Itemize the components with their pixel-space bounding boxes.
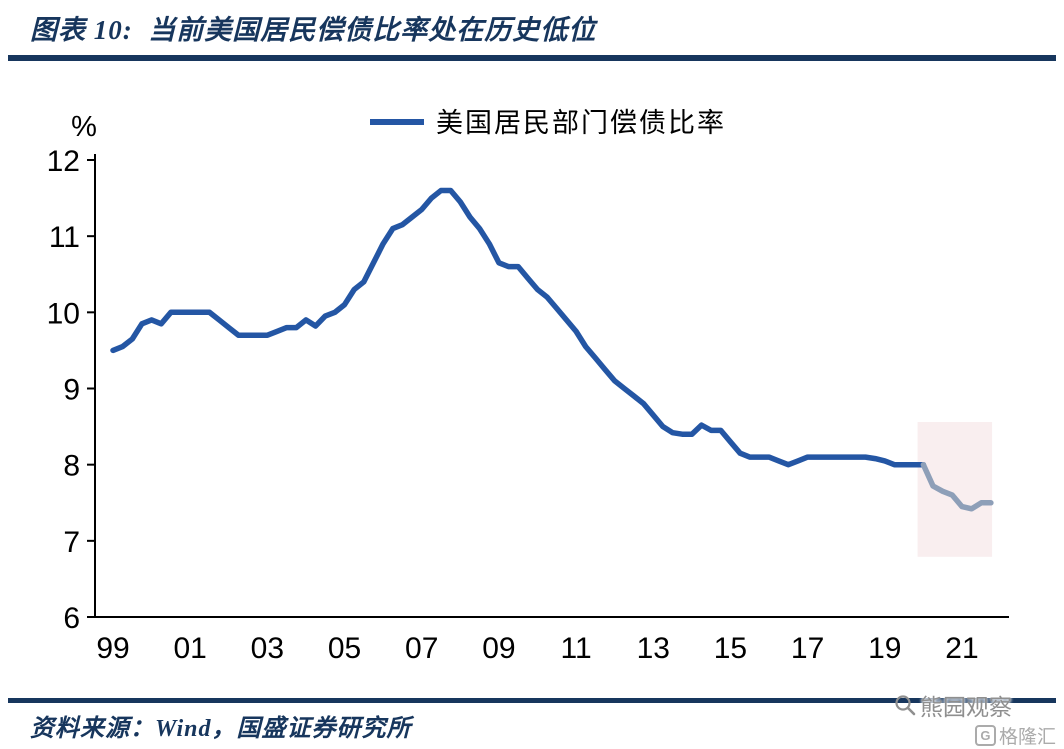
highlight-region xyxy=(917,422,993,557)
series-lines xyxy=(110,187,994,512)
legend-label: 美国居民部门偿债比率 xyxy=(436,108,726,138)
x-tick-label: 03 xyxy=(251,632,284,665)
y-tick-label: 10 xyxy=(47,297,80,330)
x-tick-label: 07 xyxy=(405,632,438,665)
line-chart: 6 7 8 9 10 11 12 99 01 03 05 07 09 11 13 15 17 19 21 % 美国… xyxy=(47,108,1009,665)
figure-title: 图表 10: 当前美国居民偿债比率处在历史低位 xyxy=(30,15,597,45)
axes xyxy=(94,154,1009,618)
x-tick-label: 17 xyxy=(791,632,824,665)
series-line-recent xyxy=(920,461,994,512)
watermark: 熊园观察 xyxy=(894,688,1012,722)
x-tick-label: 19 xyxy=(868,632,901,665)
x-tick-label: 11 xyxy=(561,632,592,665)
x-tick-label: 09 xyxy=(482,632,515,665)
x-tick-label: 13 xyxy=(637,632,670,665)
y-tick-label: 6 xyxy=(63,602,80,635)
y-axis-ticks: 6 7 8 9 10 11 12 xyxy=(47,145,95,635)
x-tick-label: 01 xyxy=(173,632,206,665)
watermark-text: 熊园观察 xyxy=(920,695,1012,720)
y-tick-label: 7 xyxy=(63,526,80,559)
x-tick-label: 15 xyxy=(714,632,747,665)
source-note: 资料来源：Wind，国盛证券研究所 xyxy=(30,716,412,742)
magnifier-icon xyxy=(895,695,916,716)
legend: 美国居民部门偿债比率 xyxy=(370,108,726,138)
y-tick-label: 8 xyxy=(63,450,80,483)
y-tick-label: 11 xyxy=(49,221,80,254)
gelonghui-logo-text: 格隆汇 xyxy=(998,727,1056,748)
top-divider xyxy=(8,55,1056,61)
gelonghui-logo: G 格隆汇 xyxy=(974,722,1056,749)
y-tick-label: 12 xyxy=(47,145,80,178)
x-axis-ticks: 99 01 03 05 07 09 11 13 15 17 19 21 xyxy=(96,632,978,665)
bottom-divider xyxy=(8,698,1056,703)
x-tick-label: 05 xyxy=(328,632,361,665)
x-tick-label: 21 xyxy=(945,632,978,665)
gelonghui-logo-mark: G xyxy=(974,725,996,746)
y-tick-label: 9 xyxy=(63,374,80,407)
series-line-main xyxy=(110,187,927,468)
x-tick-label: 99 xyxy=(96,632,129,665)
y-axis-unit-label: % xyxy=(71,111,97,143)
